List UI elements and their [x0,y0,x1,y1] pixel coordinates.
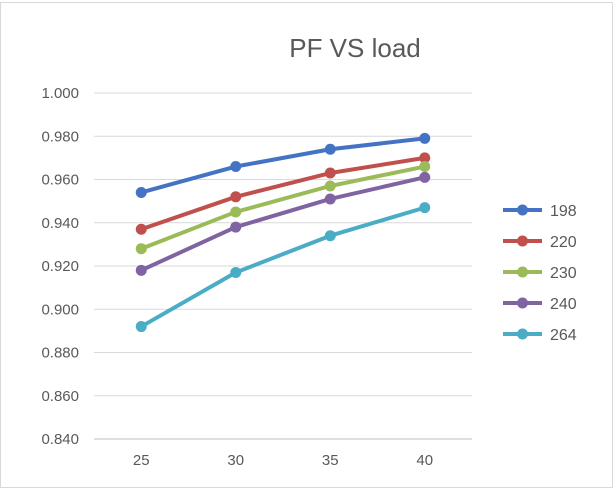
series-line [139,175,427,273]
data-point [324,143,336,155]
data-point [230,161,242,173]
legend-swatch-marker [517,204,528,216]
data-point [230,266,242,278]
data-point [324,230,336,242]
legend-swatch-marker [517,235,528,247]
legend-label: 230 [550,265,577,282]
series-220 [135,152,431,235]
data-point [324,180,336,192]
data-point [135,264,147,276]
series-line [139,205,427,329]
series-line [139,136,427,195]
legend-label: 264 [550,327,577,344]
data-point [419,202,431,214]
y-tick-label: 0.940 [41,215,79,232]
series-230 [135,161,431,255]
data-point [419,132,431,144]
legend: 198 220 230 240 264 [503,203,577,344]
data-point [324,193,336,205]
x-tick-label: 25 [133,452,150,469]
data-point [419,161,431,173]
legend-label: 198 [550,203,577,220]
legend-item: 264 [503,327,577,344]
y-tick-label: 0.960 [41,172,79,189]
legend-swatch-marker [517,297,528,309]
x-tick-label: 40 [416,452,433,469]
legend-swatch-marker [517,266,528,278]
data-point [135,243,147,255]
legend-item: 220 [503,234,577,251]
legend-label: 240 [550,296,577,313]
series-layer [135,132,431,333]
x-tick-label: 35 [322,452,339,469]
x-tick-label: 30 [227,452,244,469]
legend-swatch-marker [517,328,528,340]
y-tick-label: 1.000 [41,85,79,102]
y-tick-label: 0.900 [41,301,79,318]
y-tick-label: 0.880 [41,345,79,362]
data-point [135,321,147,333]
chart-title: PF VS load [289,33,421,63]
series-264 [135,202,431,333]
legend-item: 240 [503,296,577,313]
legend-item: 198 [503,203,577,220]
data-point [230,206,242,218]
data-point [419,171,431,183]
axes: 0.840 0.860 0.880 0.900 0.920 0.940 0.960 0.980… [41,85,472,469]
y-tick-label: 0.920 [41,258,79,275]
y-tick-label: 0.840 [41,431,79,448]
data-point [135,186,147,198]
data-point [324,167,336,179]
series-line [139,164,427,251]
data-point [230,221,242,233]
series-line [139,155,427,232]
legend-item: 230 [503,265,577,282]
y-tick-label: 0.980 [41,128,79,145]
series-240 [135,171,431,276]
data-point [135,223,147,235]
y-tick-label: 0.860 [41,388,79,405]
legend-label: 220 [550,234,577,251]
data-point [419,152,431,164]
series-198 [135,132,431,198]
data-point [230,191,242,203]
